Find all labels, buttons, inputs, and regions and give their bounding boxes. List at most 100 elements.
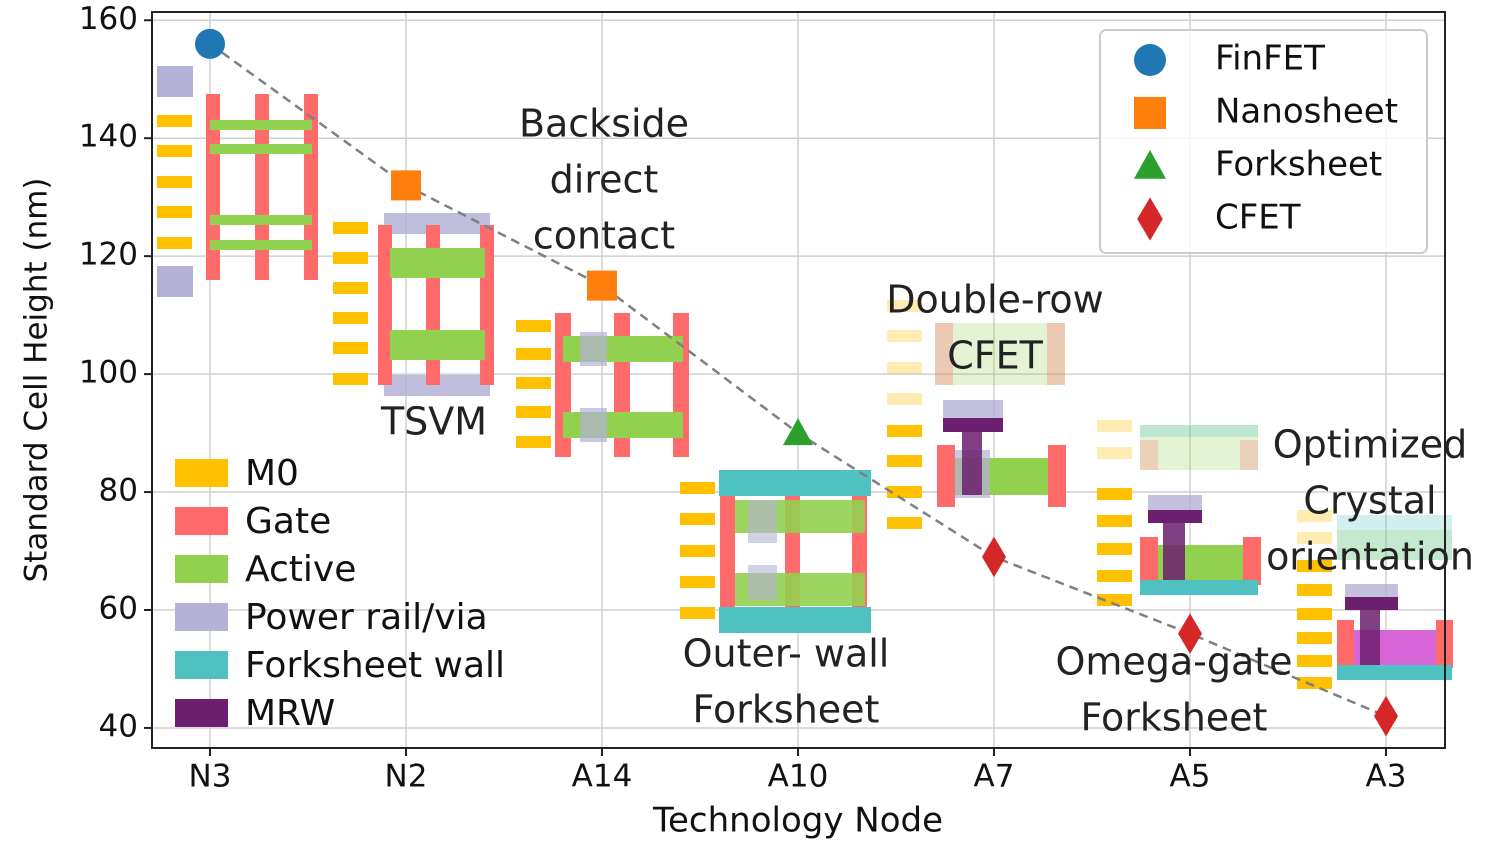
cell-shape	[1337, 515, 1452, 560]
legend-label: Forksheet	[1215, 145, 1382, 185]
y-tick-label: 160	[79, 1, 138, 37]
annotation: Crystal	[1303, 479, 1436, 523]
y-tick-label: 140	[79, 119, 138, 155]
cell-shape	[157, 66, 193, 97]
legend-label: M0	[245, 453, 299, 494]
cell-shape	[680, 607, 715, 619]
legend-swatch	[175, 459, 228, 487]
point	[587, 270, 617, 301]
legend-box	[1099, 29, 1428, 254]
point	[1137, 197, 1163, 241]
legend-swatch	[175, 699, 228, 727]
cell-shape	[680, 482, 715, 494]
cell-shape	[748, 565, 777, 600]
cell-shape	[1297, 632, 1332, 644]
x-tick-label: A10	[768, 759, 829, 795]
legend-label: Gate	[245, 501, 331, 542]
cell-shape	[1097, 515, 1132, 527]
cell-shape	[1097, 594, 1132, 606]
cell-shape	[157, 176, 192, 188]
cell-shape	[1297, 608, 1332, 620]
x-tick-label: A3	[1366, 759, 1407, 795]
cell-shape	[157, 145, 192, 157]
cell-shape	[516, 320, 551, 332]
cell-shape	[206, 94, 220, 280]
cell-shape	[1337, 665, 1452, 680]
cell-shape	[333, 222, 368, 234]
cell-shape	[210, 215, 312, 225]
cell-shape	[887, 330, 922, 342]
annotation: Outer- wall	[683, 632, 890, 676]
cell-shape	[887, 393, 922, 405]
cell-shape	[390, 248, 485, 278]
y-tick-label: 100	[79, 355, 138, 391]
cell-shape	[962, 432, 982, 495]
point	[1374, 695, 1398, 737]
cell-shape	[937, 445, 955, 507]
point	[1134, 97, 1166, 129]
cell-shape	[935, 323, 1065, 385]
cell-shape	[1297, 560, 1332, 572]
cell-shape	[1097, 488, 1132, 500]
cell-shape	[887, 425, 922, 437]
cell-shape	[1140, 440, 1158, 470]
cell-shape	[210, 120, 312, 130]
cell-shape	[1140, 425, 1258, 470]
cell-shape	[157, 266, 193, 297]
cell-shape	[935, 323, 953, 385]
cell-shape	[1097, 447, 1132, 459]
cell-shape	[719, 607, 871, 633]
cell-shape	[333, 252, 368, 264]
annotation: direct	[550, 158, 659, 202]
cell-shape	[390, 330, 485, 360]
x-tick-label: A7	[974, 759, 1015, 795]
cell-shape	[1148, 510, 1202, 523]
point	[982, 536, 1006, 578]
legend-label: FinFET	[1215, 39, 1325, 79]
y-tick-label: 120	[79, 237, 138, 273]
annotation: Optimized	[1273, 423, 1468, 467]
legend-swatch	[175, 555, 228, 583]
cell-shape	[1240, 440, 1258, 470]
cell-shape	[1297, 510, 1332, 522]
cell-shape	[680, 545, 715, 557]
legend-label: Nanosheet	[1215, 92, 1398, 132]
cell-diagrams	[157, 66, 1453, 689]
cell-shape	[943, 400, 1003, 418]
legend-label: Active	[245, 549, 356, 590]
cell-shape	[333, 282, 368, 294]
cell-shape	[384, 375, 490, 396]
cell-shape	[1297, 655, 1332, 667]
cell-shape	[580, 332, 607, 366]
legend-label: MRW	[245, 693, 335, 734]
annotation: Omega-gate	[1055, 640, 1292, 684]
cell-shape	[157, 206, 192, 218]
cell-shape	[255, 94, 269, 280]
annotation: contact	[533, 214, 675, 258]
y-tick-label: 60	[99, 591, 138, 627]
cell-shape	[516, 436, 551, 448]
cell-shape	[1297, 532, 1332, 544]
cell-shape	[1140, 537, 1158, 585]
legend-swatch	[175, 507, 228, 535]
cell-shape	[333, 373, 368, 385]
cell-shape	[1345, 597, 1398, 610]
cell-shape	[333, 342, 368, 354]
y-tick-label: 80	[99, 473, 138, 509]
legend-label: Forksheet wall	[245, 645, 505, 686]
cell-shape	[516, 406, 551, 418]
y-axis-label: Standard Cell Height (nm)	[19, 177, 55, 582]
x-axis-label: Technology Node	[652, 801, 943, 841]
cell-shape	[1297, 584, 1332, 596]
cell-shape	[1140, 425, 1258, 437]
annotation: Forksheet	[1081, 696, 1268, 740]
annotation: orientation	[1266, 535, 1474, 579]
annotation: CFET	[947, 334, 1043, 378]
cell-shape	[210, 144, 312, 154]
cell-shape	[1048, 445, 1066, 507]
cell-shape	[1140, 580, 1258, 595]
cell-shape	[1097, 543, 1132, 555]
cell-shape	[1047, 323, 1065, 385]
plot-frame	[151, 11, 1446, 749]
x-tick-label: N3	[189, 759, 232, 795]
